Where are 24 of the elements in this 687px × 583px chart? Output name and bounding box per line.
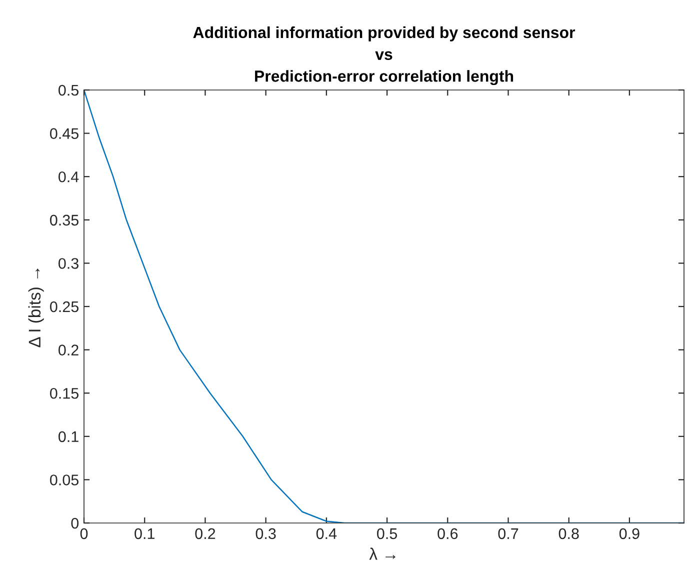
- x-tick-label: 0: [80, 528, 88, 540]
- x-tick-label: 0.8: [558, 528, 579, 540]
- y-tick-label: 0.4: [58, 171, 79, 182]
- x-tick-label: 0.4: [316, 528, 337, 540]
- x-tick-label: 0.3: [256, 528, 276, 540]
- y-tick-label: 0.5: [58, 84, 78, 96]
- y-tick-label: 0.05: [50, 474, 78, 486]
- x-tick-label: 0.1: [134, 528, 154, 540]
- y-tick-label: 0.2: [58, 344, 78, 356]
- y-tick-label: 0.45: [50, 128, 78, 139]
- y-tick-label: 0.35: [50, 214, 78, 226]
- chart-title: Additional information provided by second sensor vs Prediction-error correlation length: [193, 26, 576, 86]
- y-axis-title: Δ I (bits) →: [28, 268, 44, 348]
- x-tick-label: 0.5: [377, 528, 398, 540]
- y-tick-label: 0.3: [58, 258, 78, 269]
- x-axis-title: λ →: [369, 548, 396, 560]
- y-tick-label: 0.25: [50, 301, 78, 312]
- y-tick-label: 0.1: [58, 431, 78, 442]
- x-tick-label: 0.7: [498, 528, 518, 540]
- x-tick-label: 0.6: [438, 528, 458, 540]
- y-tick-label: 0.15: [50, 388, 78, 399]
- y-tick-label: 0: [71, 518, 79, 529]
- x-tick-label: 0.9: [619, 528, 640, 540]
- x-tick-label: 0.2: [195, 528, 216, 540]
